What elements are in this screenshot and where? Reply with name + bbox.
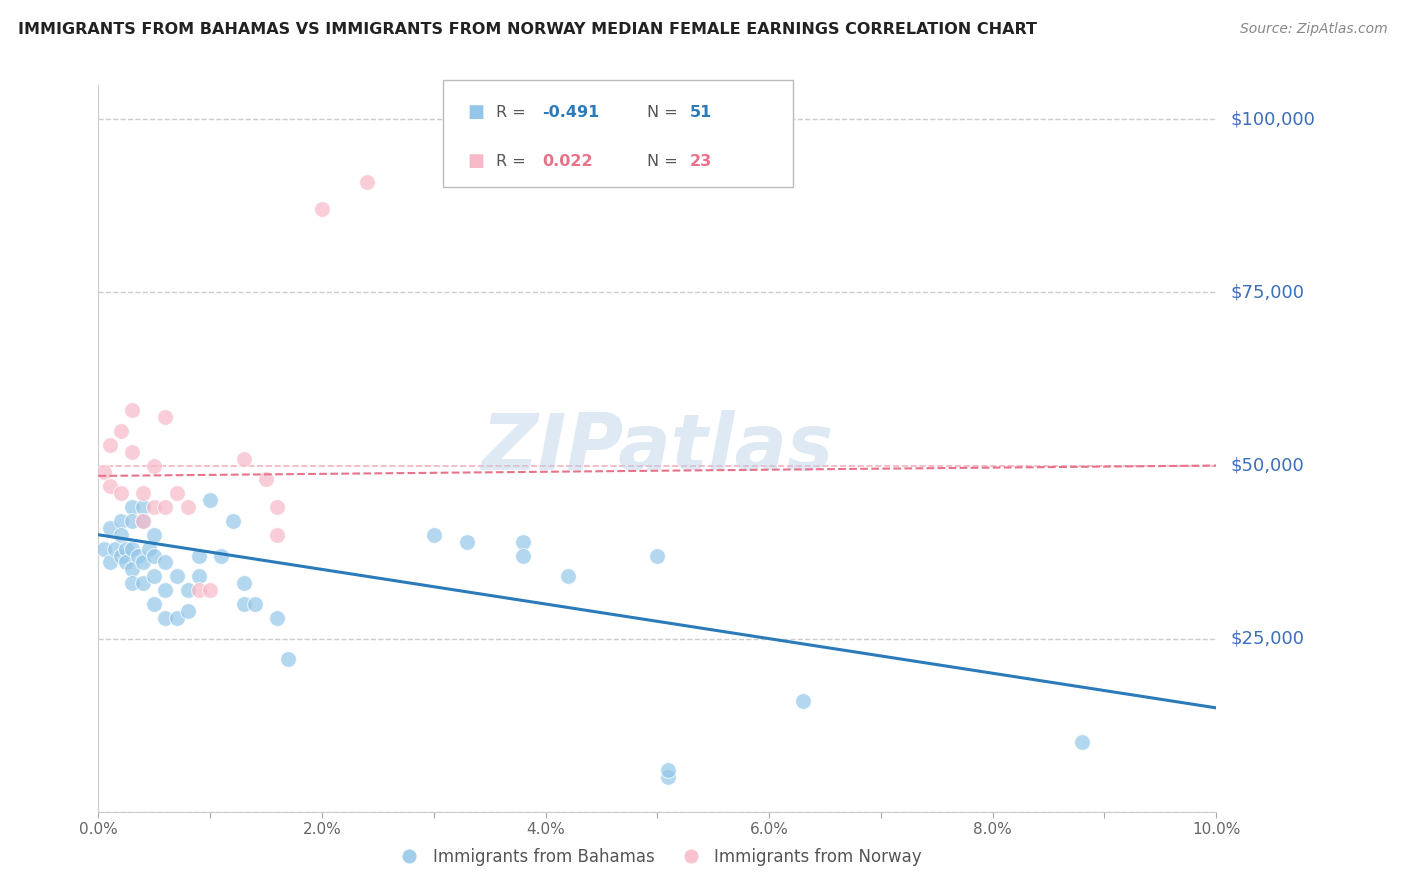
Point [155,583,177,598]
Point [266,528,288,542]
Point [121,403,143,417]
Text: R =: R = [495,153,536,169]
Text: Source: ZipAtlas.com: Source: ZipAtlas.com [1240,22,1388,37]
Point [311,202,333,217]
Point [121,562,143,576]
Point [266,611,288,625]
Text: $100,000: $100,000 [1230,111,1315,128]
Point [200,493,222,508]
Point [177,604,200,618]
Point [98,556,121,570]
Point [93,541,115,556]
Point [143,500,166,514]
Point [254,472,277,486]
Point [143,569,166,583]
Point [110,486,132,500]
Point [115,541,138,556]
Point [132,486,155,500]
Point [209,549,232,563]
Point [93,466,115,480]
Text: IMMIGRANTS FROM BAHAMAS VS IMMIGRANTS FROM NORWAY MEDIAN FEMALE EARNINGS CORRELA: IMMIGRANTS FROM BAHAMAS VS IMMIGRANTS FR… [18,22,1038,37]
Point [166,486,188,500]
Point [110,514,132,528]
Point [1071,735,1094,749]
Point [423,528,446,542]
Point [104,541,127,556]
Point [243,597,266,611]
Point [132,514,155,528]
Point [110,528,132,542]
Text: 51: 51 [689,104,711,120]
Point [557,569,579,583]
Point [277,652,299,666]
Point [512,549,534,563]
Point [110,424,132,438]
Point [166,569,188,583]
Point [132,576,155,591]
Point [356,175,378,189]
Point [188,569,211,583]
Text: R =: R = [495,104,530,120]
Point [110,549,132,563]
Point [512,534,534,549]
Point [121,514,143,528]
Point [127,549,149,563]
Text: $50,000: $50,000 [1230,457,1303,475]
Point [188,583,211,598]
Text: 23: 23 [689,153,711,169]
Point [121,576,143,591]
Point [232,597,254,611]
Point [98,438,121,452]
Point [121,541,143,556]
Point [132,556,155,570]
Point [143,528,166,542]
Point [121,500,143,514]
Point [232,576,254,591]
Text: 0.022: 0.022 [541,153,592,169]
Text: N =: N = [647,104,683,120]
Point [138,541,160,556]
Point [188,549,211,563]
Point [456,534,478,549]
Point [657,770,679,784]
Point [177,583,200,598]
Text: $75,000: $75,000 [1230,284,1305,301]
Point [143,549,166,563]
Point [155,556,177,570]
Point [121,444,143,458]
Point [155,410,177,425]
Text: ZIPatlas: ZIPatlas [481,410,834,486]
Point [132,514,155,528]
Point [115,556,138,570]
Text: $25,000: $25,000 [1230,630,1305,648]
Text: ■: ■ [467,103,485,121]
Point [792,694,814,708]
Point [221,514,243,528]
Text: N =: N = [647,153,683,169]
Point [657,763,679,777]
Point [143,597,166,611]
Legend: Immigrants from Bahamas, Immigrants from Norway: Immigrants from Bahamas, Immigrants from… [387,841,928,872]
Point [647,549,669,563]
Point [166,611,188,625]
Point [98,479,121,493]
Point [200,583,222,598]
Point [155,611,177,625]
Point [232,451,254,466]
Text: -0.491: -0.491 [541,104,599,120]
Text: ■: ■ [467,153,485,170]
Point [98,521,121,535]
Point [155,500,177,514]
Point [143,458,166,473]
Point [132,500,155,514]
Point [177,500,200,514]
Point [266,500,288,514]
